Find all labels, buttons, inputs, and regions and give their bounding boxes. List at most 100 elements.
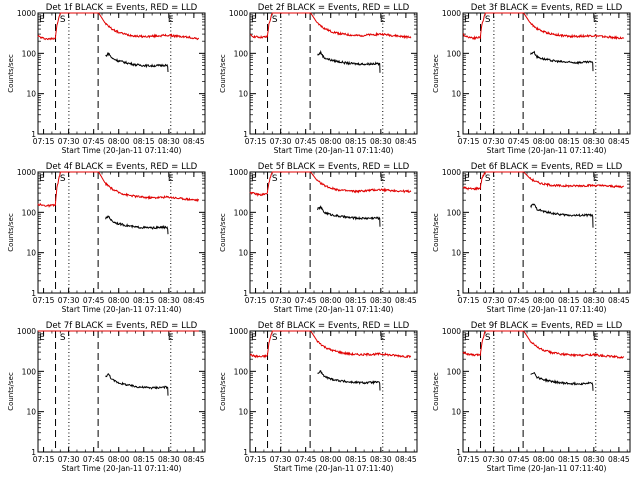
event-marker-label: S bbox=[60, 15, 66, 25]
event-marker-label: E bbox=[380, 15, 386, 25]
x-tick-label: 07:45 bbox=[508, 455, 530, 464]
x-tick-label: 08:15 bbox=[345, 455, 367, 464]
events-series-line bbox=[105, 373, 169, 396]
y-tick-label: 1 bbox=[31, 130, 36, 139]
y-tick-label: 10 bbox=[451, 408, 461, 417]
y-tick-label: 10 bbox=[238, 249, 248, 258]
plot-frame bbox=[249, 171, 418, 294]
events-series-line bbox=[105, 215, 169, 235]
x-tick-label: 08:30 bbox=[158, 296, 180, 305]
x-tick-label: 08:00 bbox=[108, 296, 130, 305]
event-marker-label: E bbox=[464, 15, 470, 25]
x-tick-label: 08:15 bbox=[558, 455, 580, 464]
events-series-line bbox=[317, 205, 381, 227]
y-tick-label: 1000 bbox=[229, 327, 248, 336]
lld-series-line bbox=[462, 330, 625, 360]
chart-panel-3: Det 3f BLACK = Events, RED = LLD 1 10 100 10… bbox=[432, 3, 631, 155]
x-tick-label: 07:45 bbox=[295, 455, 317, 464]
x-tick-label: 07:45 bbox=[508, 137, 530, 146]
plot-frame bbox=[37, 171, 206, 294]
lld-series-line bbox=[249, 330, 412, 359]
x-tick-label: 08:45 bbox=[395, 296, 417, 305]
plot-frame bbox=[462, 12, 631, 135]
x-tick-label: 07:45 bbox=[508, 296, 530, 305]
y-tick-label: 1 bbox=[243, 289, 248, 298]
x-tick-label: 08:00 bbox=[533, 137, 555, 146]
y-tick-label: 1000 bbox=[17, 327, 36, 336]
y-tick-label: 100 bbox=[447, 208, 462, 217]
plot-frame bbox=[37, 330, 206, 453]
y-tick-label: 100 bbox=[22, 367, 37, 376]
x-tick-label: 08:30 bbox=[583, 296, 605, 305]
x-tick-label: 07:30 bbox=[270, 455, 292, 464]
x-tick-label: 08:45 bbox=[183, 137, 205, 146]
y-axis-label: Counts/sec bbox=[7, 372, 15, 411]
y-tick-label: 1 bbox=[243, 448, 248, 457]
x-tick-label: 07:15 bbox=[245, 455, 267, 464]
events-series-line bbox=[530, 203, 594, 228]
chart-panel-2: Det 2f BLACK = Events, RED = LLD 1 10 100 10… bbox=[219, 3, 418, 155]
chart-panel-9: Det 9f BLACK = Events, RED = LLD 1 10 100 10… bbox=[432, 321, 631, 473]
y-tick-label: 10 bbox=[451, 249, 461, 258]
x-tick-label: 07:30 bbox=[270, 296, 292, 305]
x-tick-label: 08:00 bbox=[108, 455, 130, 464]
lld-series-line bbox=[37, 12, 200, 41]
event-marker-label: E bbox=[168, 333, 174, 343]
y-tick-label: 1 bbox=[456, 130, 461, 139]
y-tick-label: 1000 bbox=[17, 168, 36, 177]
chart-title: Det 4f BLACK = Events, RED = LLD bbox=[46, 162, 198, 172]
event-marker-label: E bbox=[251, 15, 257, 25]
events-series-line bbox=[317, 49, 381, 73]
x-tick-label: 08:45 bbox=[183, 455, 205, 464]
x-tick-label: 07:15 bbox=[458, 296, 480, 305]
event-marker-label: S bbox=[60, 174, 66, 184]
y-tick-label: 1 bbox=[243, 130, 248, 139]
x-tick-label: 07:30 bbox=[483, 296, 505, 305]
x-tick-label: 08:45 bbox=[608, 137, 630, 146]
y-axis-label: Counts/sec bbox=[219, 54, 227, 93]
y-tick-label: 100 bbox=[234, 208, 249, 217]
x-tick-label: 07:45 bbox=[83, 296, 105, 305]
x-tick-label: 08:30 bbox=[158, 455, 180, 464]
chart-title: Det 8f BLACK = Events, RED = LLD bbox=[258, 321, 410, 331]
chart-title: Det 7f BLACK = Events, RED = LLD bbox=[46, 321, 198, 331]
x-tick-label: 07:15 bbox=[245, 137, 267, 146]
event-marker-label: E bbox=[593, 333, 599, 343]
y-tick-label: 1 bbox=[31, 448, 36, 457]
x-tick-label: 07:45 bbox=[83, 137, 105, 146]
x-tick-label: 07:45 bbox=[295, 137, 317, 146]
lld-series-line bbox=[37, 171, 200, 208]
x-tick-label: 08:00 bbox=[320, 296, 342, 305]
x-axis-label: Start Time (20-Jan-11 07:11:40) bbox=[487, 464, 607, 473]
events-series-line bbox=[105, 52, 169, 73]
x-tick-label: 07:30 bbox=[58, 296, 80, 305]
x-tick-label: 07:30 bbox=[483, 455, 505, 464]
x-tick-label: 08:30 bbox=[370, 137, 392, 146]
y-tick-label: 10 bbox=[26, 408, 36, 417]
events-series-line bbox=[530, 50, 594, 72]
x-tick-label: 08:00 bbox=[533, 296, 555, 305]
y-tick-label: 10 bbox=[26, 249, 36, 258]
x-axis-label: Start Time (20-Jan-11 07:11:40) bbox=[274, 146, 394, 155]
chart-panel-7: Det 7f BLACK = Events, RED = LLD 1 10 100 10… bbox=[7, 321, 206, 473]
event-marker-label: S bbox=[60, 333, 66, 343]
event-marker-label: S bbox=[485, 174, 491, 184]
x-tick-label: 08:45 bbox=[608, 296, 630, 305]
chart-title: Det 6f BLACK = Events, RED = LLD bbox=[471, 162, 623, 172]
y-tick-label: 100 bbox=[22, 208, 37, 217]
x-tick-label: 07:15 bbox=[33, 137, 55, 146]
y-tick-label: 1 bbox=[456, 289, 461, 298]
event-marker-label: E bbox=[168, 15, 174, 25]
event-marker-label: E bbox=[380, 174, 386, 184]
y-axis-label: Counts/sec bbox=[432, 372, 440, 411]
x-tick-label: 08:45 bbox=[183, 296, 205, 305]
y-tick-label: 10 bbox=[238, 408, 248, 417]
y-tick-label: 1 bbox=[31, 289, 36, 298]
event-marker-label: S bbox=[272, 174, 278, 184]
y-tick-label: 100 bbox=[447, 49, 462, 58]
plot-frame bbox=[462, 330, 631, 453]
x-tick-label: 07:15 bbox=[458, 455, 480, 464]
y-tick-label: 10 bbox=[26, 90, 36, 99]
y-tick-label: 100 bbox=[447, 367, 462, 376]
chart-panel-1: Det 1f BLACK = Events, RED = LLD 1 10 100 10… bbox=[7, 3, 206, 155]
